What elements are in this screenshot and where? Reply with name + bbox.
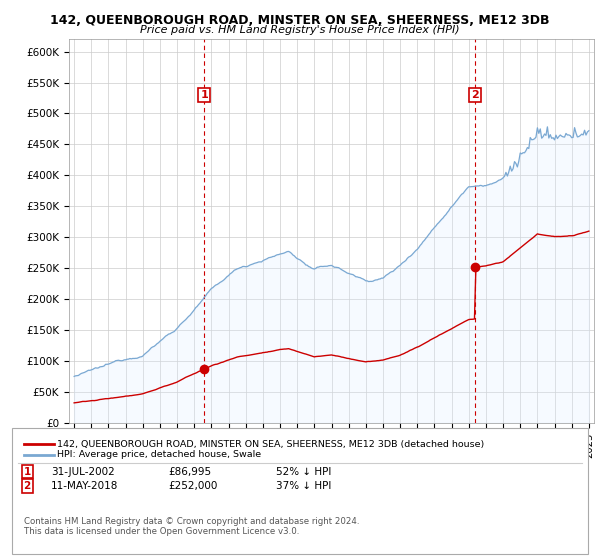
Text: Contains HM Land Registry data © Crown copyright and database right 2024.: Contains HM Land Registry data © Crown c… (24, 517, 359, 526)
Text: 52% ↓ HPI: 52% ↓ HPI (276, 466, 331, 477)
Text: £86,995: £86,995 (168, 466, 211, 477)
Text: 1: 1 (23, 466, 31, 477)
Text: 2: 2 (23, 481, 31, 491)
Text: Price paid vs. HM Land Registry's House Price Index (HPI): Price paid vs. HM Land Registry's House … (140, 25, 460, 35)
Text: 142, QUEENBOROUGH ROAD, MINSTER ON SEA, SHEERNESS, ME12 3DB: 142, QUEENBOROUGH ROAD, MINSTER ON SEA, … (50, 14, 550, 27)
Text: 11-MAY-2018: 11-MAY-2018 (51, 481, 118, 491)
Text: HPI: Average price, detached house, Swale: HPI: Average price, detached house, Swal… (57, 450, 261, 459)
Text: 142, QUEENBOROUGH ROAD, MINSTER ON SEA, SHEERNESS, ME12 3DB (detached house): 142, QUEENBOROUGH ROAD, MINSTER ON SEA, … (57, 440, 484, 449)
Text: 2: 2 (471, 90, 479, 100)
Text: This data is licensed under the Open Government Licence v3.0.: This data is licensed under the Open Gov… (24, 528, 299, 536)
Text: 1: 1 (200, 90, 208, 100)
Text: 37% ↓ HPI: 37% ↓ HPI (276, 481, 331, 491)
Text: 31-JUL-2002: 31-JUL-2002 (51, 466, 115, 477)
Text: £252,000: £252,000 (168, 481, 217, 491)
